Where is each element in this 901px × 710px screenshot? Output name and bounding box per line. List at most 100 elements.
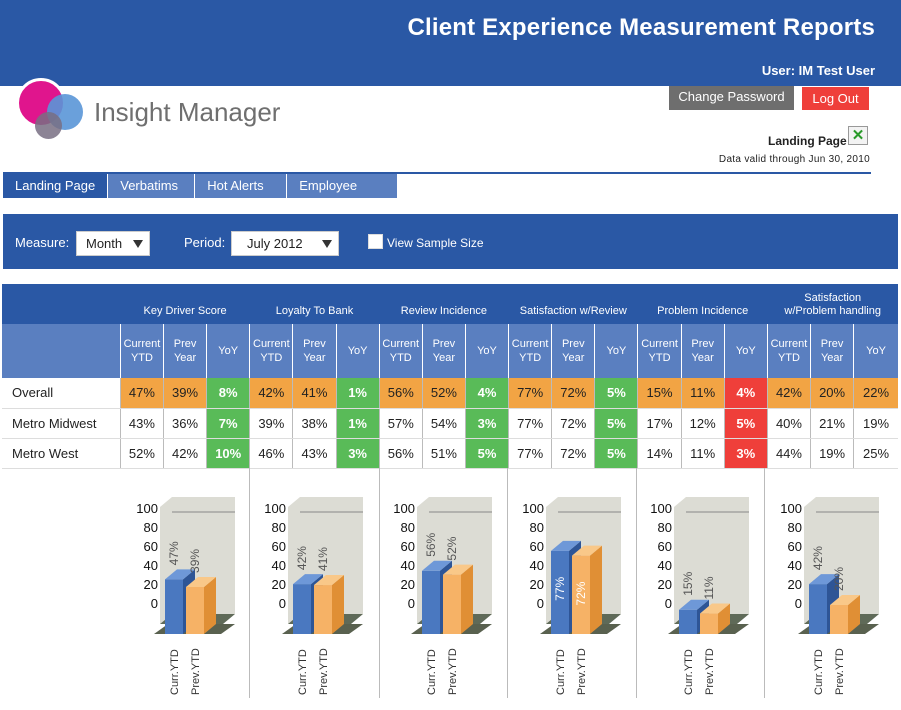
y-tick-label: 60 (658, 539, 672, 554)
group-header-line2: w/Problem handling (784, 305, 881, 317)
table-cell: 4% (464, 378, 509, 409)
y-tick-label: 40 (401, 558, 415, 573)
charts-area: 0 20 40 60 80 100 47% Curr.YTD 39% Prev.YTD 0 20 40 6… (136, 497, 879, 695)
tab-landing-page[interactable]: Landing Page (3, 174, 109, 198)
bar-chart: 0 20 40 60 80 100 47% Curr.YTD 39% Prev.YTD (136, 497, 235, 695)
table-cell: 19% (853, 408, 898, 439)
y-tick-label: 80 (530, 520, 544, 535)
subcolumn-header: Prev Year (421, 324, 466, 378)
y-tick-label: 0 (408, 596, 415, 611)
period-value: July 2012 (247, 236, 303, 251)
column-separator (764, 468, 765, 698)
sample-size-label: View Sample Size (387, 236, 484, 250)
table-cell: 57% (378, 408, 423, 439)
y-tick-label: 80 (144, 520, 158, 535)
y-tick-label: 40 (272, 558, 286, 573)
period-select[interactable]: July 2012 (231, 231, 339, 256)
table-cell: 3% (335, 438, 380, 469)
table-cell: 19% (810, 438, 854, 469)
bar-chart: 0 20 40 60 80 100 56% Curr.YTD 52% Prev.YTD (393, 497, 492, 695)
y-tick-label: 20 (530, 577, 544, 592)
y-tick-label: 0 (151, 596, 158, 611)
y-tick-label: 80 (272, 520, 286, 535)
table-cell: 20% (810, 378, 854, 409)
table-cell: 47% (119, 378, 164, 409)
measure-label: Measure: (15, 235, 70, 250)
bar-side (590, 545, 602, 634)
column-separator (636, 468, 637, 698)
column-separator (379, 468, 380, 698)
category-label: Curr.YTD (297, 649, 309, 695)
bar-value-label: 11% (702, 576, 716, 599)
table-row[interactable]: Metro Midwest 43% 36% 7% 39% 38% 1% 57% 54% 3% 77%… (2, 408, 898, 439)
subcolumn-header: YoY (594, 324, 638, 378)
category-label: Prev.YTD (447, 648, 459, 695)
bar-top (551, 540, 581, 551)
bar-prev-ytd (700, 613, 718, 634)
bar-top (809, 574, 839, 585)
y-tick-label: 40 (658, 558, 672, 573)
tab-verbatims[interactable]: Verbatims (108, 174, 196, 198)
bar-chart: 0 20 40 60 80 100 15% Curr.YTD 11% Prev.YTD (650, 497, 749, 695)
measure-select[interactable]: Month (76, 231, 150, 256)
y-tick-label: 60 (144, 539, 158, 554)
table-cell: 5% (594, 438, 638, 469)
category-label: Curr.YTD (426, 649, 438, 695)
table-cell: 42% (249, 378, 293, 409)
bar-top (830, 595, 860, 605)
category-label: Curr.YTD (813, 649, 825, 695)
bar-top (293, 574, 323, 585)
group-header: Problem Incidence (637, 284, 768, 324)
table-cell: 39% (162, 378, 207, 409)
tab-employee-card[interactable]: Employee Card (287, 174, 399, 217)
subcolumn-header: Prev Year (551, 324, 595, 378)
chevron-down-icon (133, 240, 143, 248)
bar-top (422, 560, 452, 571)
table-row[interactable]: Overall 47% 39% 8% 42% 41% 1% 56% 52% 4% 77% 72% 5% 1… (2, 378, 898, 409)
bar-current-ytd (422, 570, 440, 634)
bar-value-label: 39% (188, 549, 202, 573)
category-label: Curr.YTD (555, 649, 567, 695)
table-cell: 72% (551, 438, 595, 469)
change-password-button[interactable]: Change Password (669, 86, 794, 110)
bar-current-ytd (679, 609, 697, 634)
bar-prev-ytd (830, 605, 848, 634)
bar-side (848, 595, 860, 634)
y-tick-label: 20 (144, 577, 158, 592)
table-cell: 15% (637, 378, 682, 409)
table-cell: 1% (335, 408, 380, 439)
scores-table: Key Driver Score Loyalty To Bank Review … (2, 284, 898, 469)
logout-button[interactable]: Log Out (802, 87, 869, 110)
subcolumn-header: YoY (853, 324, 898, 378)
y-tick-label: 40 (530, 558, 544, 573)
category-label: Prev.YTD (318, 648, 330, 695)
bar-value-label: 20% (832, 567, 846, 591)
y-tick-label: 100 (136, 501, 158, 516)
table-cell: 4% (723, 378, 768, 409)
bar-top (700, 603, 730, 614)
bar-top (314, 575, 344, 586)
tab-hot-alerts[interactable]: Hot Alerts (195, 174, 288, 198)
bar-value-label: 72% (574, 581, 588, 605)
table-cell: 5% (594, 408, 638, 439)
chevron-down-icon (322, 240, 332, 248)
table-cell: 3% (464, 408, 509, 439)
y-tick-label: 100 (522, 501, 544, 516)
subcolumn-header: Prev Year (680, 324, 725, 378)
excel-icon[interactable]: ✕ (848, 126, 868, 145)
bar-top (679, 599, 709, 610)
table-cell: 1% (335, 378, 380, 409)
table-cell: 46% (249, 438, 293, 469)
header-spacer (2, 324, 121, 378)
table-subheader: Current YTD Prev Year YoY Current YTD Prev Year Y… (2, 324, 898, 378)
sample-size-checkbox[interactable] (368, 234, 383, 249)
table-cell: 72% (551, 378, 595, 409)
category-label: Curr.YTD (169, 649, 181, 695)
category-label: Prev.YTD (704, 648, 716, 695)
bar-value-label: 56% (424, 532, 438, 556)
table-row[interactable]: Metro West 52% 42% 10% 46% 43% 3% 56% 51% 5% 77% 72… (2, 438, 898, 469)
bar-value-label: 47% (167, 541, 181, 565)
landing-page-link[interactable]: Landing Page (768, 134, 847, 148)
table-cell: 7% (206, 408, 250, 439)
row-name: Metro West (2, 438, 121, 469)
